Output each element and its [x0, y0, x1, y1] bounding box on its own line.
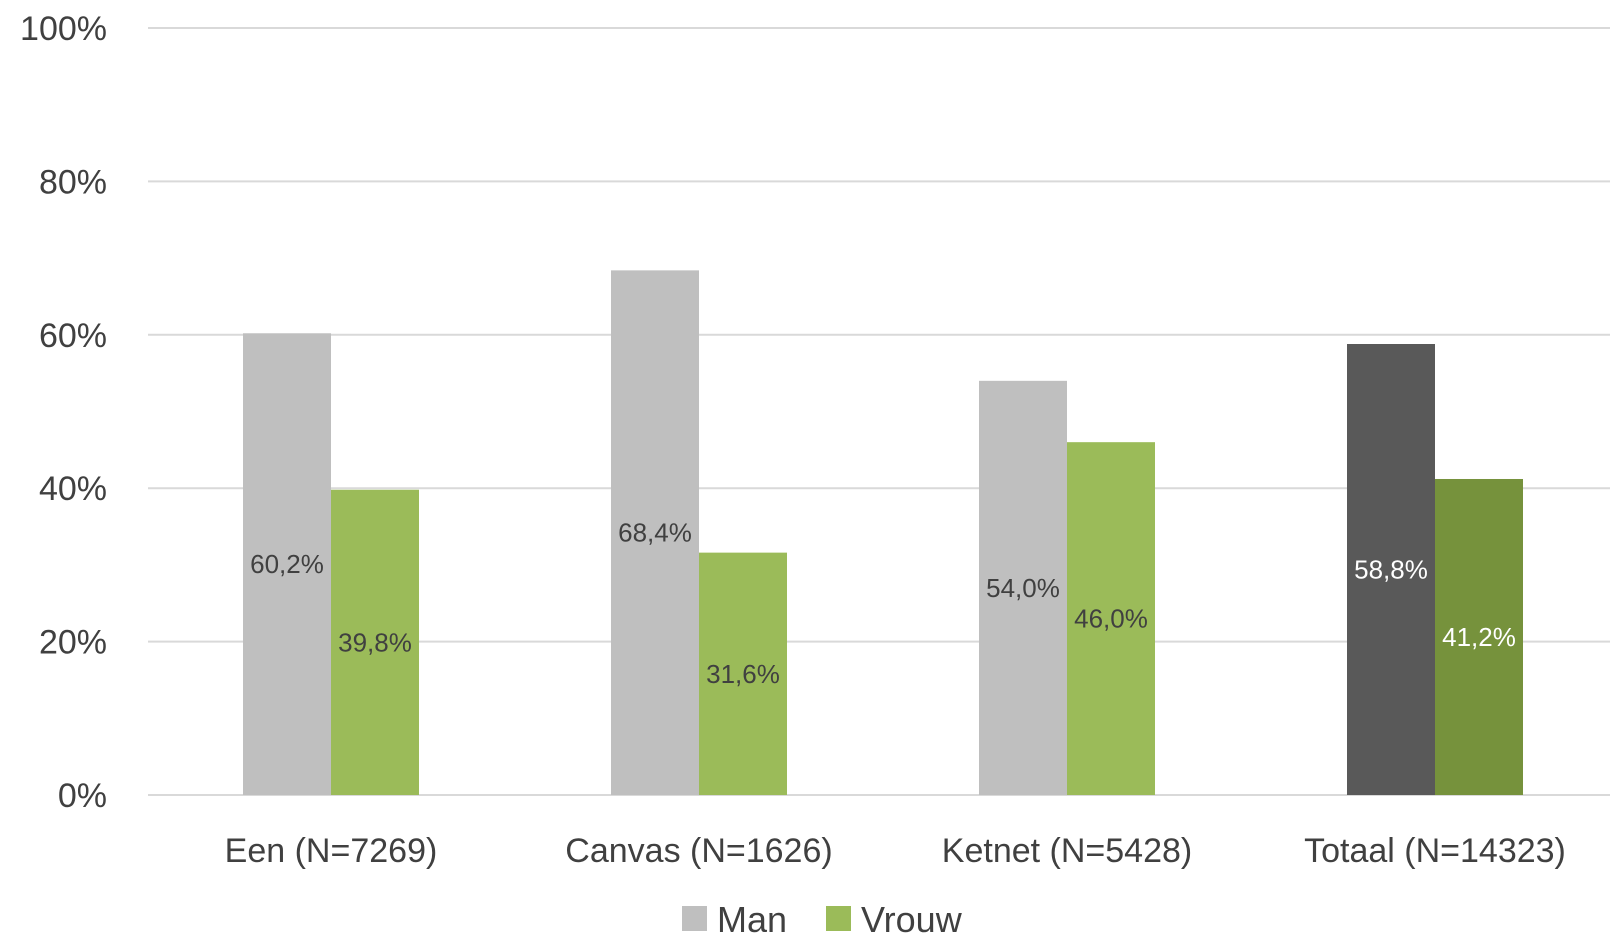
- y-tick-label: 20%: [39, 624, 107, 662]
- y-tick-label: 0%: [58, 777, 107, 815]
- y-tick-label: 80%: [39, 163, 107, 201]
- y-tick-label: 40%: [39, 470, 107, 508]
- y-tick-label: 60%: [39, 317, 107, 355]
- legend-label-vrouw: Vrouw: [861, 899, 963, 937]
- data-label: 41,2%: [1442, 622, 1516, 652]
- legend-label-man: Man: [717, 899, 787, 937]
- legend-swatch-man: [682, 906, 707, 931]
- data-labels: 60,2% 39,8% 68,4% 31,6% 54,0% 46,0% 58,8% 41,2%: [250, 518, 1516, 689]
- bar-man: [243, 333, 331, 795]
- x-category-label: Een (N=7269): [225, 832, 438, 870]
- x-axis-categories: Een (N=7269) Canvas (N=1626) Ketnet (N=542…: [225, 832, 1566, 870]
- data-label: 39,8%: [338, 627, 412, 657]
- legend: Man Vrouw: [682, 899, 963, 937]
- bar-vrouw: [1067, 442, 1155, 795]
- data-label: 60,2%: [250, 549, 324, 579]
- bar-vrouw: [331, 489, 419, 795]
- bar-man: [979, 380, 1067, 795]
- data-label: 54,0%: [986, 573, 1060, 603]
- y-tick-label: 100%: [20, 10, 107, 48]
- data-label: 68,4%: [618, 518, 692, 548]
- x-category-label: Ketnet (N=5428): [942, 832, 1192, 870]
- x-category-label: Canvas (N=1626): [565, 832, 832, 870]
- data-label: 31,6%: [706, 659, 780, 689]
- y-axis-ticks: 0% 20% 40% 60% 80% 100%: [20, 10, 107, 815]
- x-category-label: Totaal (N=14323): [1304, 832, 1566, 870]
- legend-swatch-vrouw: [826, 906, 851, 931]
- bar-vrouw: [699, 552, 787, 795]
- data-label: 46,0%: [1074, 604, 1148, 634]
- bar-man: [611, 270, 699, 795]
- bars: [243, 270, 1523, 795]
- data-label: 58,8%: [1354, 555, 1428, 585]
- bar-man: [1347, 344, 1435, 795]
- bar-vrouw: [1435, 478, 1523, 795]
